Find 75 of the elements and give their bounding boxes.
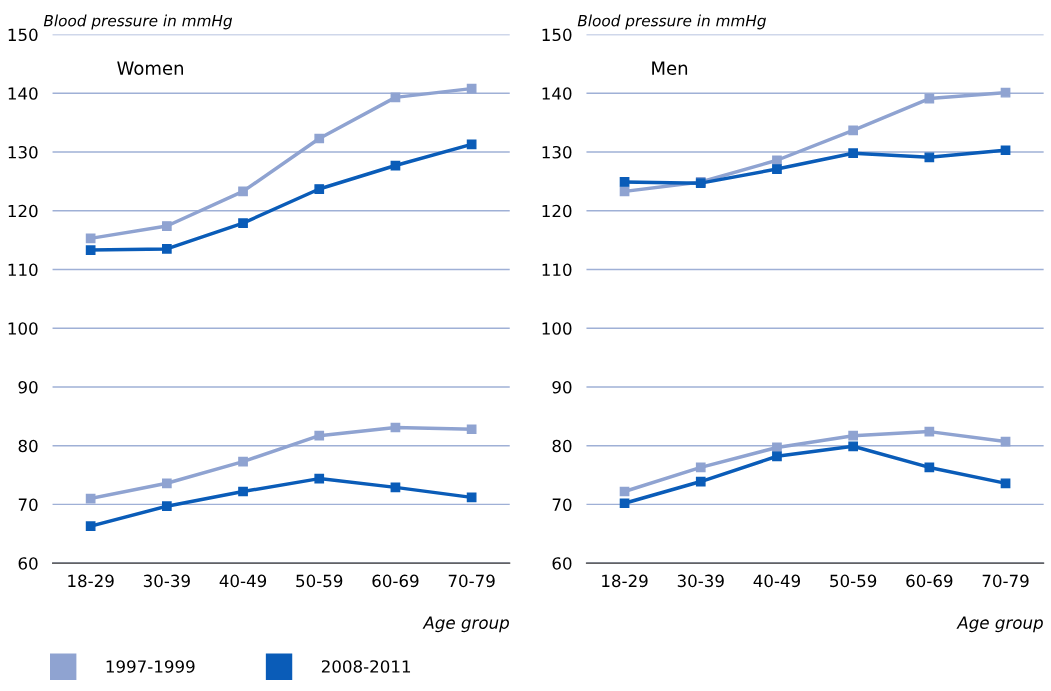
legend-label: 1997-1999 [106,660,195,673]
point [695,462,706,473]
y-tick-label: 120 [542,204,572,218]
point [924,462,935,473]
point [619,498,630,509]
x-axis-title: Age group [422,616,509,633]
x-tick-label: 60-69 [372,574,419,588]
point [238,186,248,197]
y-tick-label: 70 [552,498,572,511]
point [848,430,859,441]
point [924,426,935,437]
y-tick-label: 90 [552,380,572,394]
point [1000,87,1011,98]
x-axis-title: Age group [956,616,1043,633]
y-tick-label: 110 [542,263,572,277]
point [848,125,859,136]
y-tick-label: 100 [8,322,38,335]
point [238,218,248,228]
y-tick-label: 110 [8,263,38,277]
x-tick-label: 60-69 [906,574,953,588]
y-tick-label: 130 [542,145,572,159]
point [1000,145,1011,156]
x-tick-label: 70-79 [448,574,495,588]
y-tick-label: 150 [8,28,38,42]
point [314,430,325,441]
annotation: Men [652,61,688,75]
y-tick-label: 60 [552,557,572,570]
point [772,164,782,174]
point [772,451,782,462]
point [772,155,782,166]
point [238,456,248,467]
y-tick-label: 150 [542,28,572,42]
point [161,478,172,489]
point [85,245,96,255]
x-tick-label: 50-59 [830,574,877,588]
y-tick-label: 130 [8,145,38,159]
x-tick-label: 40-49 [753,574,800,588]
x-tick-label: 70-79 [982,574,1029,588]
point [466,424,477,435]
x-tick-label: 50-59 [296,574,343,588]
point [161,501,172,512]
x-tick-label: 30-39 [143,574,190,588]
x-tick-label: 30-39 [677,574,724,588]
point [161,221,172,231]
y-tick-label: 120 [8,204,38,218]
y-tick-label: 70 [18,498,38,511]
point [1000,478,1011,489]
point [85,233,96,244]
point [848,148,859,159]
point [314,184,325,194]
point [924,93,935,104]
x-tick-label: 40-49 [219,574,267,588]
point [314,133,325,144]
y-tick-label: 90 [18,380,38,394]
point [85,521,96,532]
y-tick-label: 60 [18,557,38,570]
point [238,486,248,497]
legend-label: 2008-2011 [321,660,411,673]
y-tick-label: 140 [8,87,38,100]
point [85,493,96,504]
point [161,244,172,254]
x-tick-label: 18-29 [68,574,114,588]
point [695,476,706,487]
annotation: Women [117,61,183,75]
x-tick-label: 18-29 [602,574,648,588]
y-tick-label: 80 [18,439,38,453]
y-tick-label: 80 [552,439,572,453]
y-tick-label: 140 [542,87,572,100]
point [619,177,630,187]
point [924,152,935,163]
point [314,473,325,484]
y-axis-title: Blood pressure in mmHg [43,14,233,30]
point [848,441,859,452]
y-tick-label: 100 [542,322,572,335]
y-axis-title: Blood pressure in mmHg [577,14,766,30]
